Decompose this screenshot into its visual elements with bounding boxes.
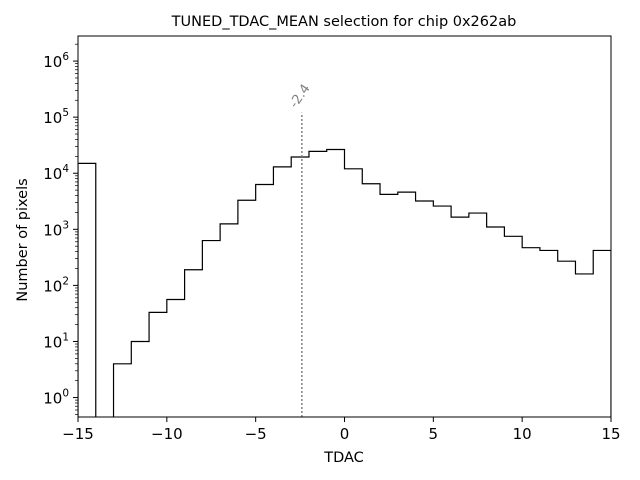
y-axis-label: Number of pixels (15, 178, 31, 301)
annotation-group: -2.4 (287, 82, 314, 417)
x-tick-label: 5 (429, 425, 439, 443)
x-tick-label: 0 (340, 425, 350, 443)
x-axis-label: TDAC (323, 450, 364, 466)
x-tick-label: −10 (151, 425, 183, 443)
y-tick-label: 104 (43, 163, 69, 183)
x-axis: −15 −10 −5 0 5 10 15 (62, 417, 621, 443)
plot-area (78, 148, 611, 417)
y-axis: 100 101 102 103 104 105 106 (43, 43, 78, 415)
x-tick-label: −5 (245, 425, 267, 443)
chart-title: TUNED_TDAC_MEAN selection for chip 0x262… (171, 14, 517, 30)
y-tick-label: 105 (43, 107, 69, 127)
y-tick-label: 103 (43, 219, 69, 239)
y-tick-label: 102 (43, 275, 69, 295)
plot-frame (77, 35, 612, 418)
x-tick-label: −15 (62, 425, 94, 443)
y-tick-label: 106 (43, 51, 69, 71)
y-tick-label: 100 (43, 388, 69, 408)
x-tick-label: 15 (601, 425, 620, 443)
x-tick-label: 10 (513, 425, 532, 443)
histogram-series (78, 148, 611, 417)
selection-marker-label: -2.4 (287, 82, 314, 111)
y-tick-label: 101 (43, 331, 69, 351)
